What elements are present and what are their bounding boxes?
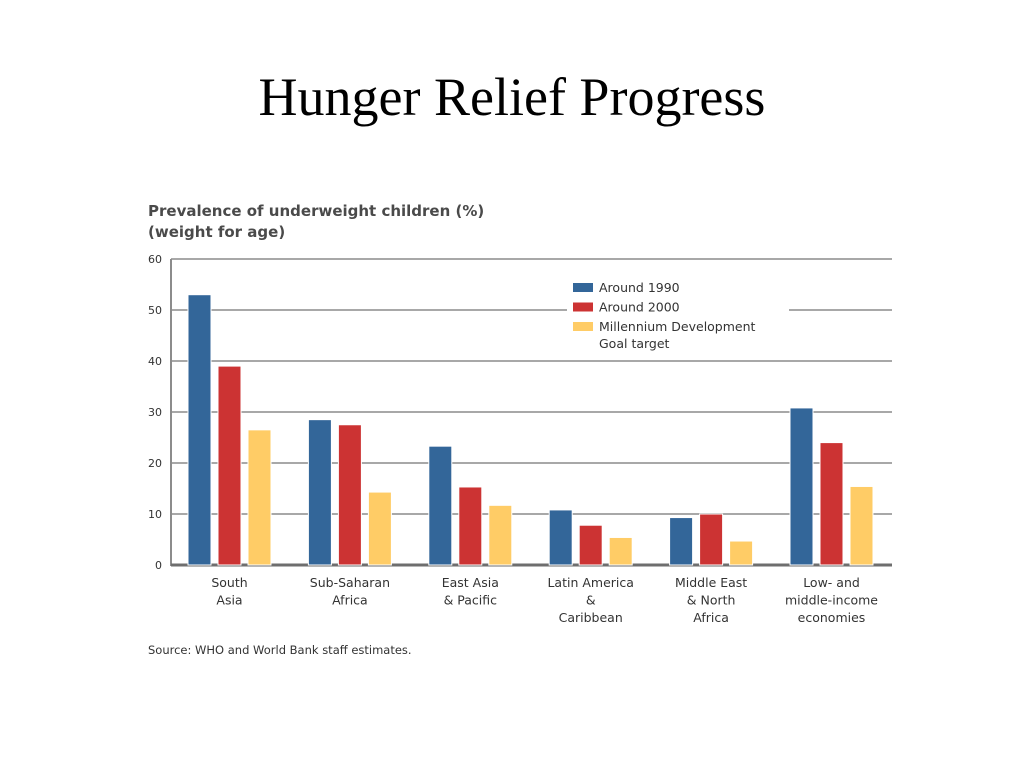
legend-label: Around 2000 xyxy=(599,300,680,315)
y-tick-label: 10 xyxy=(148,508,162,521)
bar-2-2 xyxy=(337,424,362,566)
bar-2-3 xyxy=(458,486,483,566)
bar-3-6 xyxy=(849,485,874,566)
category-label: East Asia xyxy=(442,575,499,590)
category-label: Low- and xyxy=(803,575,860,590)
bar-3-5 xyxy=(729,540,754,566)
legend-swatch xyxy=(573,302,593,312)
category-label: Caribbean xyxy=(559,610,623,625)
bar-2-5 xyxy=(699,513,724,566)
bar-3-3 xyxy=(488,504,513,566)
y-tick-label: 60 xyxy=(148,253,162,266)
bar-3-1 xyxy=(247,429,272,566)
legend-label: Around 1990 xyxy=(599,280,680,295)
category-label: Sub-Saharan xyxy=(310,575,390,590)
y-tick-label: 20 xyxy=(148,457,162,470)
bar-3-2 xyxy=(367,491,392,566)
legend-label: Millennium Development xyxy=(599,319,756,334)
legend-background xyxy=(567,277,789,353)
source-note: Source: WHO and World Bank staff estimat… xyxy=(148,643,412,657)
category-label: Africa xyxy=(693,610,729,625)
category-label: middle-income xyxy=(785,593,878,608)
bar-1-6 xyxy=(789,407,814,566)
chart-title-line-1: Prevalence of underweight children (%) xyxy=(148,202,485,220)
bar-2-4 xyxy=(578,524,603,566)
chart-title: Prevalence of underweight children (%) (… xyxy=(148,201,484,243)
slide-title: Hunger Relief Progress xyxy=(258,67,766,127)
chart-title-line-2: (weight for age) xyxy=(148,223,286,241)
bar-3-4 xyxy=(608,536,633,566)
bar-2-6 xyxy=(819,442,844,566)
category-label: economies xyxy=(798,610,866,625)
legend-swatch xyxy=(573,283,593,292)
bar-2-1 xyxy=(217,365,242,566)
category-label: & xyxy=(586,593,596,608)
bar-1-1 xyxy=(187,294,212,566)
legend-swatch xyxy=(573,322,593,331)
bar-1-5 xyxy=(669,517,694,566)
category-label: South xyxy=(211,575,247,590)
category-label: Africa xyxy=(332,593,368,608)
y-tick-label: 40 xyxy=(148,355,162,368)
bar-1-4 xyxy=(548,509,573,566)
category-label: Asia xyxy=(216,593,242,608)
bar-1-3 xyxy=(428,445,453,566)
y-tick-label: 50 xyxy=(148,304,162,317)
category-label: Latin America xyxy=(547,575,633,590)
category-label: Middle East xyxy=(675,575,747,590)
y-tick-label: 30 xyxy=(148,406,162,419)
legend-label: Goal target xyxy=(599,336,670,351)
category-label: & North xyxy=(687,593,736,608)
category-label: & Pacific xyxy=(444,593,498,608)
y-tick-label: 0 xyxy=(155,559,162,572)
bar-1-2 xyxy=(307,419,332,566)
